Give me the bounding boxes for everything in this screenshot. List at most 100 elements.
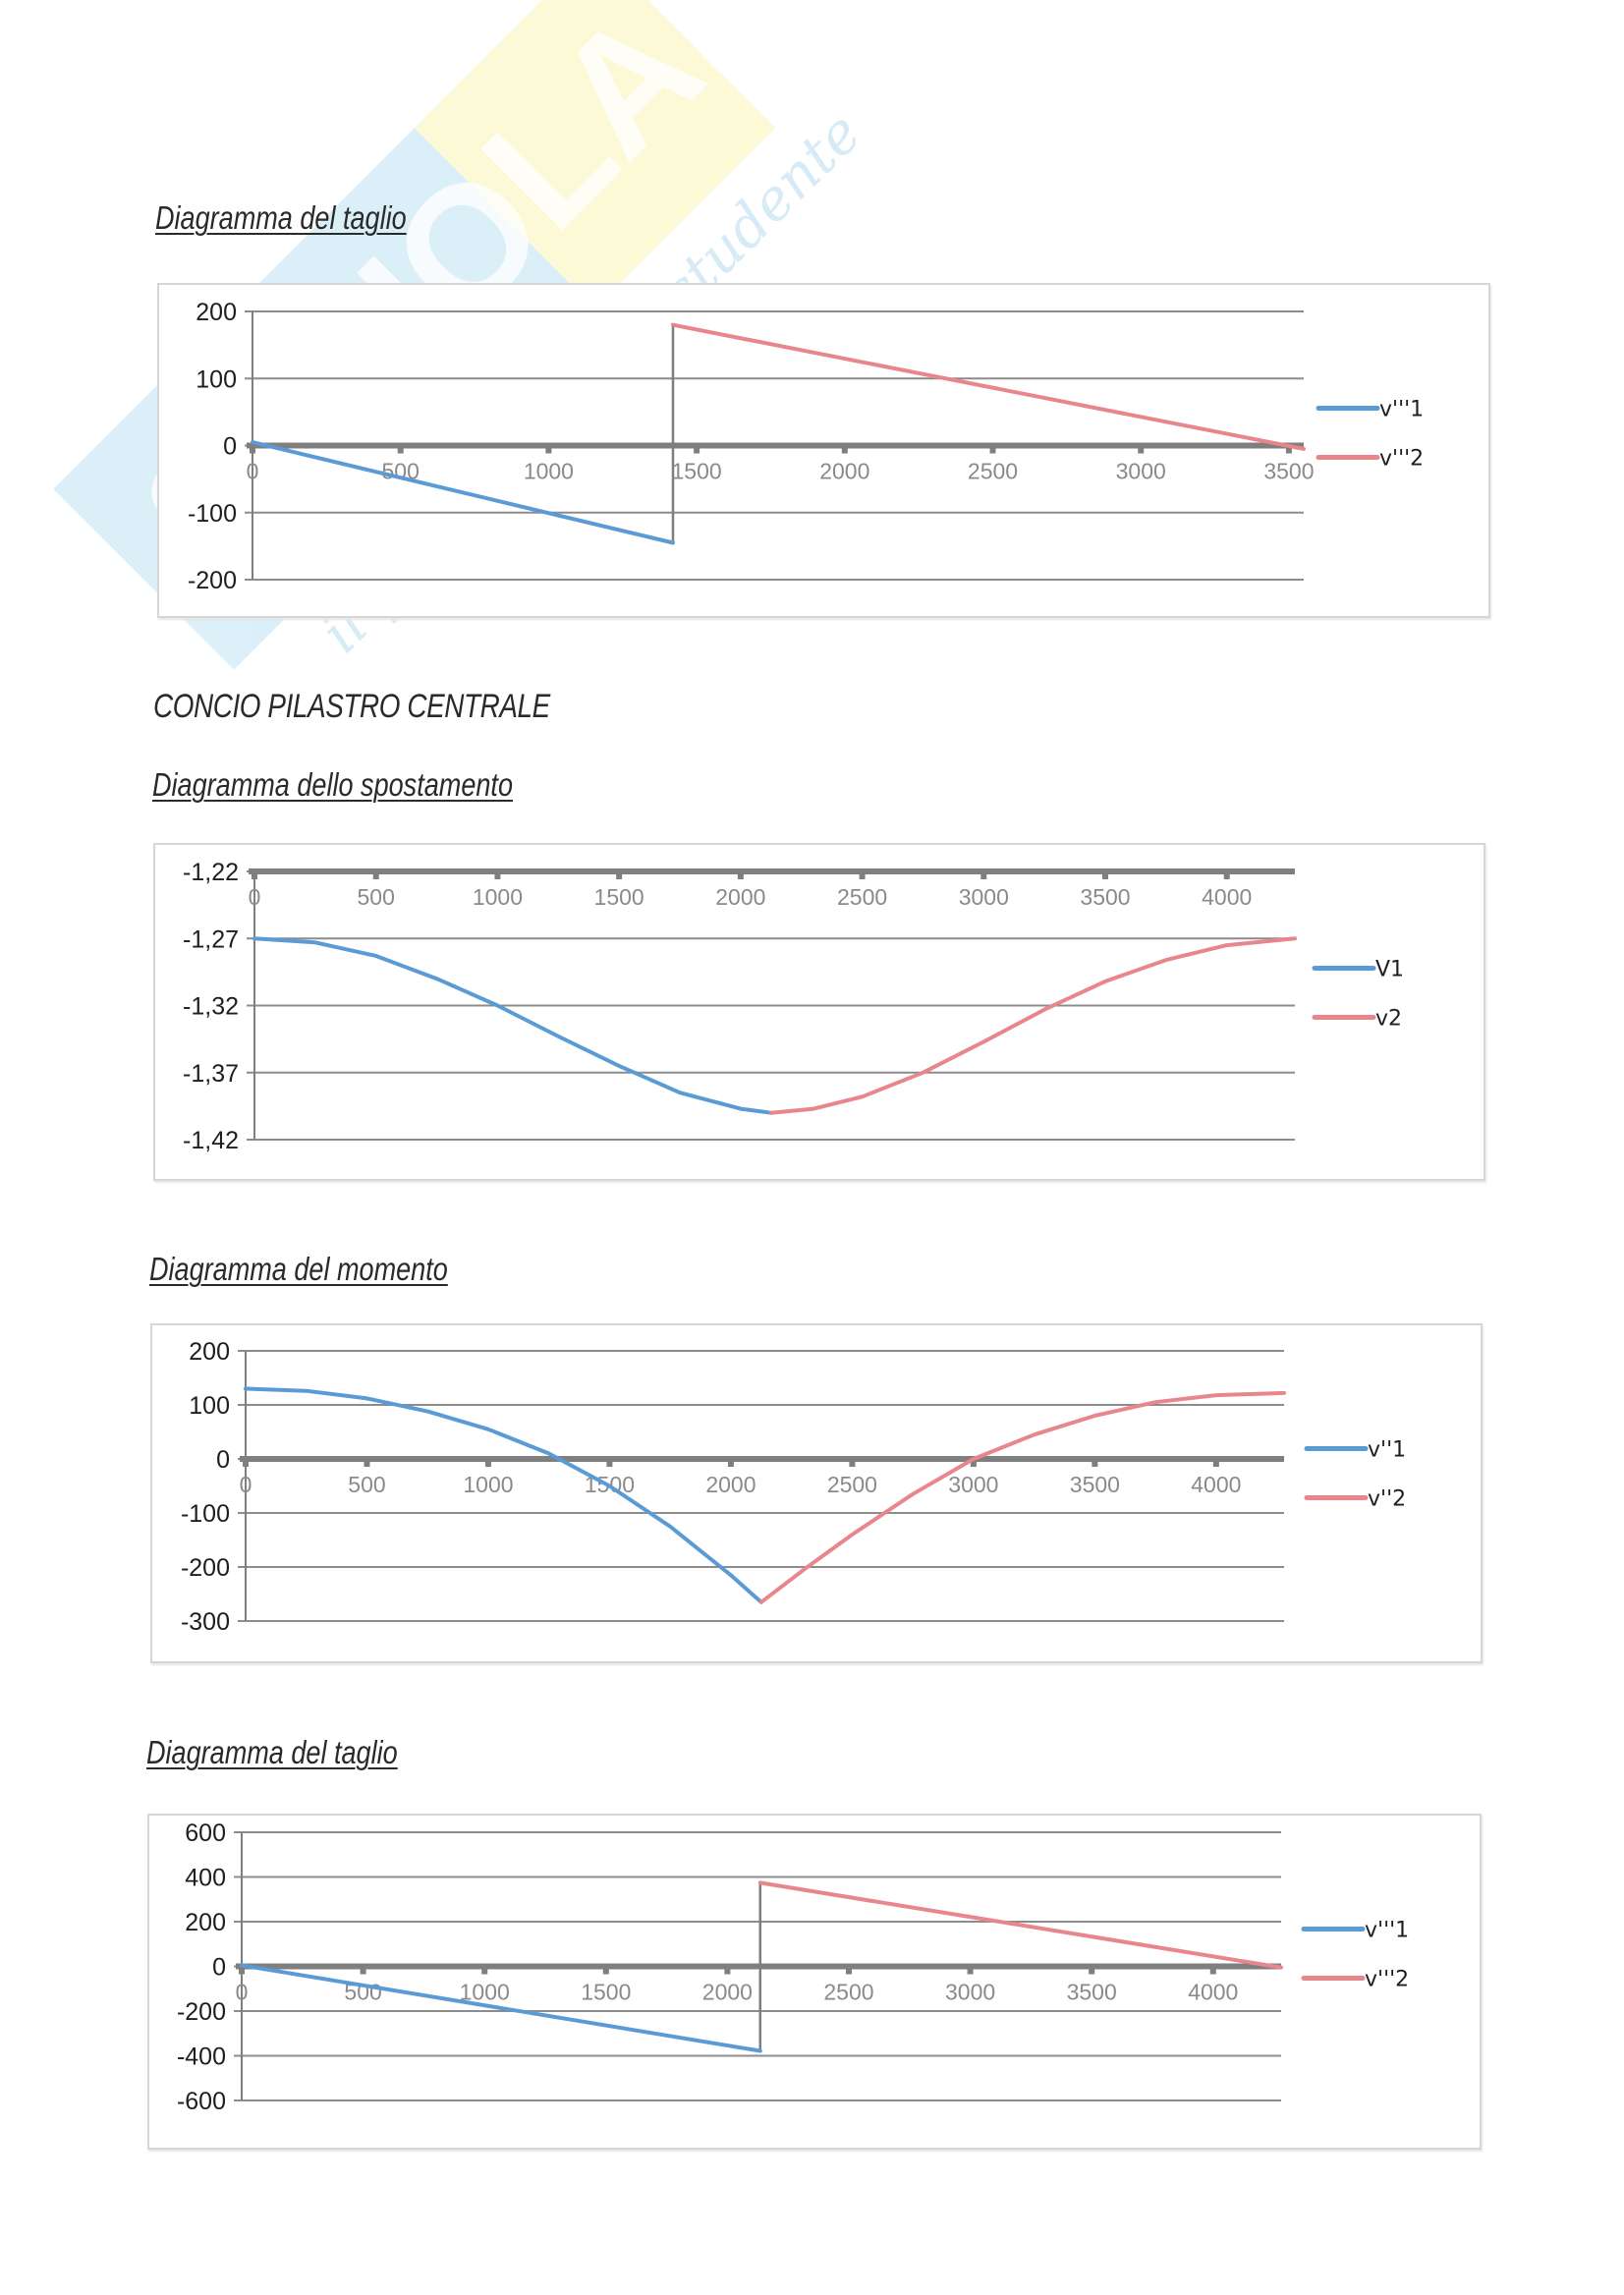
x-tick-label: 3500 — [1263, 459, 1314, 484]
x-tick-mark — [845, 1966, 852, 1975]
x-tick-mark — [737, 871, 744, 879]
y-tick-label: -1,42 — [183, 1127, 239, 1154]
x-tick-label: 0 — [247, 459, 259, 484]
legend-label-2: v'''2 — [1379, 447, 1424, 472]
x-tick-mark — [859, 871, 866, 879]
x-tick-label: 1000 — [463, 1472, 513, 1497]
x-tick-mark — [252, 871, 257, 879]
heading-momento: Diagramma del momento — [149, 1251, 448, 1287]
x-tick-label: 2000 — [715, 884, 765, 910]
x-tick-mark — [1212, 1459, 1219, 1467]
x-tick-mark — [1209, 1966, 1216, 1975]
x-tick-mark — [372, 871, 379, 879]
y-tick-label: 200 — [185, 1909, 226, 1936]
y-tick-label: 400 — [185, 1865, 226, 1892]
x-tick-label: 0 — [249, 884, 261, 910]
y-tick-label: -200 — [188, 567, 237, 594]
x-tick-mark — [967, 1966, 974, 1975]
x-tick-mark — [1092, 1459, 1098, 1467]
x-tick-mark — [1102, 871, 1109, 879]
series-line-1 — [251, 440, 675, 545]
y-tick-label: 100 — [196, 365, 237, 393]
heading-spostamento: Diagramma dello spostamento — [152, 766, 513, 803]
legend-label-2: v2 — [1375, 1007, 1402, 1032]
heading-taglio-1: Diagramma del taglio — [155, 199, 407, 236]
x-tick-label: 4000 — [1202, 884, 1252, 910]
x-tick-label: 1500 — [581, 1980, 631, 2005]
series-line-1 — [252, 936, 773, 1115]
x-tick-mark — [360, 1966, 366, 1975]
y-tick-label: -1,37 — [183, 1060, 239, 1088]
x-tick-label: 1500 — [594, 884, 644, 910]
x-tick-mark — [980, 871, 987, 879]
legend-label-1: v'''1 — [1365, 1919, 1409, 1943]
x-tick-label: 3500 — [1070, 1472, 1120, 1497]
x-tick-mark — [616, 871, 623, 879]
series-line-1 — [244, 1386, 763, 1604]
x-tick-mark — [1285, 445, 1292, 454]
x-tick-mark — [397, 445, 404, 454]
x-tick-mark — [250, 445, 255, 454]
x-tick-label: 3000 — [959, 884, 1009, 910]
x-tick-label: 4000 — [1188, 1980, 1238, 2005]
x-tick-label: 1000 — [473, 884, 523, 910]
x-tick-mark — [1089, 1966, 1095, 1975]
x-tick-label: 2500 — [837, 884, 887, 910]
x-tick-label: 2000 — [705, 1472, 756, 1497]
x-tick-mark — [243, 1459, 249, 1467]
series-line-1 — [240, 1963, 762, 2053]
x-tick-label: 500 — [358, 884, 395, 910]
x-tick-label: 1000 — [524, 459, 574, 484]
legend-label-2: v''2 — [1368, 1487, 1406, 1512]
series-line-2 — [758, 1390, 1286, 1604]
series-line-2 — [768, 936, 1297, 1115]
x-tick-label: 0 — [240, 1472, 252, 1497]
series-line-2 — [671, 322, 1306, 451]
y-tick-label: 200 — [196, 299, 237, 326]
x-tick-mark — [484, 1459, 491, 1467]
x-tick-label: 2500 — [827, 1472, 877, 1497]
x-tick-mark — [602, 1966, 609, 1975]
x-tick-label: 3500 — [1067, 1980, 1117, 2005]
heading-taglio-2: Diagramma del taglio — [146, 1734, 398, 1770]
x-tick-mark — [481, 1966, 488, 1975]
y-tick-label: -1,32 — [183, 993, 239, 1021]
y-tick-label: -1,27 — [183, 925, 239, 953]
x-tick-label: 1000 — [460, 1980, 510, 2005]
x-tick-mark — [970, 1459, 977, 1467]
x-tick-mark — [989, 445, 996, 454]
y-tick-label: 600 — [185, 1819, 226, 1847]
x-tick-mark — [694, 445, 700, 454]
x-tick-mark — [724, 1966, 731, 1975]
series-line-2 — [757, 1880, 1283, 1970]
y-tick-label: -1,22 — [183, 859, 239, 886]
x-tick-label: 3000 — [1116, 459, 1166, 484]
x-tick-mark — [364, 1459, 370, 1467]
x-tick-label: 2000 — [819, 459, 869, 484]
y-tick-label: -200 — [181, 1554, 230, 1582]
x-tick-label: 0 — [236, 1980, 249, 2005]
x-tick-label: 3000 — [948, 1472, 998, 1497]
y-tick-label: 0 — [216, 1446, 230, 1474]
x-tick-label: 4000 — [1191, 1472, 1241, 1497]
chart-spostamento-svg: -1,22 -1,27 -1,32 -1,37 -1,42 0 500 1000 1500 200… — [183, 859, 1404, 1154]
y-tick-label: -600 — [177, 2088, 226, 2115]
y-tick-label: 0 — [212, 1954, 226, 1982]
y-tick-label: -400 — [177, 2043, 226, 2071]
x-tick-label: 3500 — [1080, 884, 1130, 910]
x-tick-label: 2500 — [823, 1980, 873, 2005]
watermark-shape-yellow — [414, 0, 776, 308]
y-tick-label: 200 — [189, 1338, 230, 1366]
chart-spostamento: -1,22 -1,27 -1,32 -1,37 -1,42 0 500 1000 1500 200… — [153, 843, 1485, 1181]
x-tick-label: 2500 — [968, 459, 1018, 484]
x-tick-mark — [1223, 871, 1230, 879]
y-tick-label: -200 — [177, 1998, 226, 2026]
x-tick-mark — [545, 445, 552, 454]
x-tick-mark — [849, 1459, 856, 1467]
x-tick-mark — [494, 871, 501, 879]
legend-label-1: v''1 — [1368, 1438, 1406, 1463]
x-tick-mark — [239, 1966, 245, 1975]
